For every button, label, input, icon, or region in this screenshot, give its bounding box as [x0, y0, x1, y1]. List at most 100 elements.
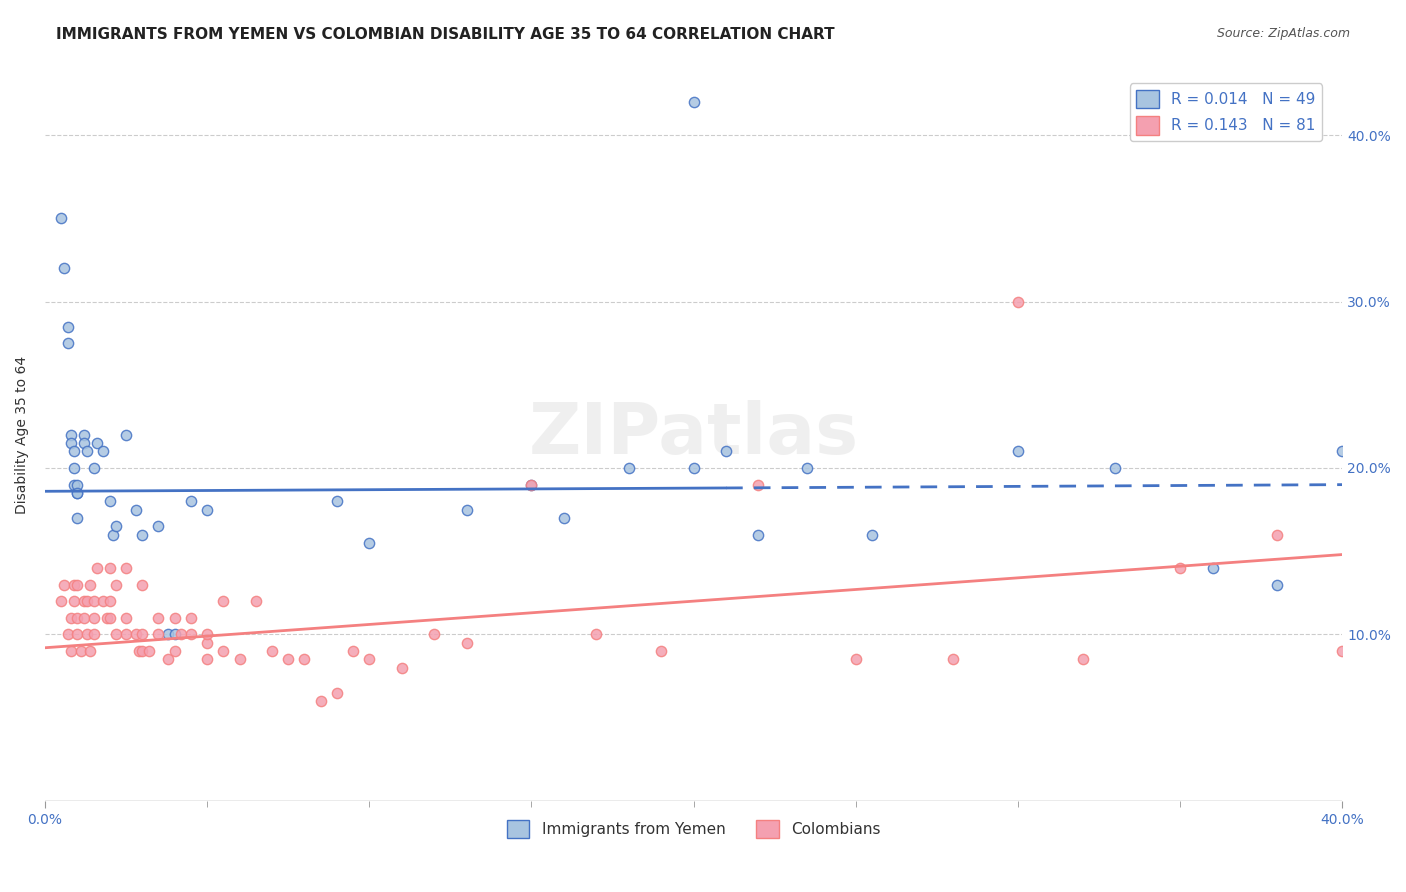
Point	[125, 502, 148, 516]
Point	[585, 627, 607, 641]
Point	[456, 636, 478, 650]
Point	[83, 594, 105, 608]
Point	[682, 461, 704, 475]
Point	[520, 477, 543, 491]
Point	[101, 527, 124, 541]
Point	[423, 627, 446, 641]
Point	[53, 577, 76, 591]
Point	[83, 461, 105, 475]
Point	[195, 627, 218, 641]
Point	[326, 494, 349, 508]
Point	[148, 627, 170, 641]
Point	[131, 577, 153, 591]
Point	[942, 652, 965, 666]
Point	[157, 652, 180, 666]
Point	[69, 644, 91, 658]
Point	[63, 477, 86, 491]
Y-axis label: Disability Age 35 to 64: Disability Age 35 to 64	[15, 356, 30, 514]
Point	[63, 594, 86, 608]
Point	[845, 652, 868, 666]
Point	[105, 519, 128, 533]
Point	[63, 444, 86, 458]
Point	[170, 627, 193, 641]
Point	[115, 627, 138, 641]
Point	[93, 444, 115, 458]
Point	[131, 627, 153, 641]
Point	[73, 427, 96, 442]
Point	[148, 519, 170, 533]
Point	[51, 211, 73, 226]
Legend: Immigrants from Yemen, Colombians: Immigrants from Yemen, Colombians	[501, 814, 887, 845]
Point	[105, 577, 128, 591]
Point	[1267, 527, 1289, 541]
Point	[1007, 444, 1029, 458]
Point	[391, 661, 413, 675]
Point	[131, 644, 153, 658]
Point	[294, 652, 316, 666]
Point	[66, 577, 89, 591]
Point	[180, 611, 202, 625]
Point	[63, 577, 86, 591]
Point	[66, 486, 89, 500]
Point	[98, 494, 121, 508]
Text: ZIPatlas: ZIPatlas	[529, 401, 859, 469]
Point	[59, 644, 82, 658]
Point	[617, 461, 640, 475]
Point	[115, 611, 138, 625]
Point	[73, 611, 96, 625]
Point	[245, 594, 267, 608]
Point	[148, 611, 170, 625]
Point	[56, 627, 79, 641]
Point	[1071, 652, 1094, 666]
Point	[76, 444, 98, 458]
Point	[79, 577, 101, 591]
Point	[359, 536, 381, 550]
Point	[1168, 561, 1191, 575]
Point	[163, 644, 186, 658]
Point	[180, 494, 202, 508]
Text: Source: ZipAtlas.com: Source: ZipAtlas.com	[1216, 27, 1350, 40]
Point	[53, 261, 76, 276]
Point	[59, 436, 82, 450]
Point	[93, 594, 115, 608]
Point	[195, 652, 218, 666]
Point	[1007, 294, 1029, 309]
Point	[56, 336, 79, 351]
Point	[131, 527, 153, 541]
Point	[51, 594, 73, 608]
Point	[59, 427, 82, 442]
Point	[714, 444, 737, 458]
Point	[163, 611, 186, 625]
Point	[79, 644, 101, 658]
Point	[342, 644, 364, 658]
Point	[56, 319, 79, 334]
Text: IMMIGRANTS FROM YEMEN VS COLOMBIAN DISABILITY AGE 35 TO 64 CORRELATION CHART: IMMIGRANTS FROM YEMEN VS COLOMBIAN DISAB…	[56, 27, 835, 42]
Point	[359, 652, 381, 666]
Point	[650, 644, 672, 658]
Point	[86, 561, 108, 575]
Point	[747, 477, 769, 491]
Point	[195, 502, 218, 516]
Point	[86, 436, 108, 450]
Point	[1331, 644, 1354, 658]
Point	[66, 511, 89, 525]
Point	[326, 686, 349, 700]
Point	[115, 561, 138, 575]
Point	[195, 636, 218, 650]
Point	[682, 95, 704, 109]
Point	[83, 611, 105, 625]
Point	[157, 627, 180, 641]
Point	[66, 611, 89, 625]
Point	[553, 511, 575, 525]
Point	[860, 527, 883, 541]
Point	[1396, 477, 1406, 491]
Point	[456, 502, 478, 516]
Point	[138, 644, 160, 658]
Point	[115, 427, 138, 442]
Point	[163, 627, 186, 641]
Point	[98, 611, 121, 625]
Point	[1267, 577, 1289, 591]
Point	[747, 527, 769, 541]
Point	[520, 477, 543, 491]
Point	[73, 436, 96, 450]
